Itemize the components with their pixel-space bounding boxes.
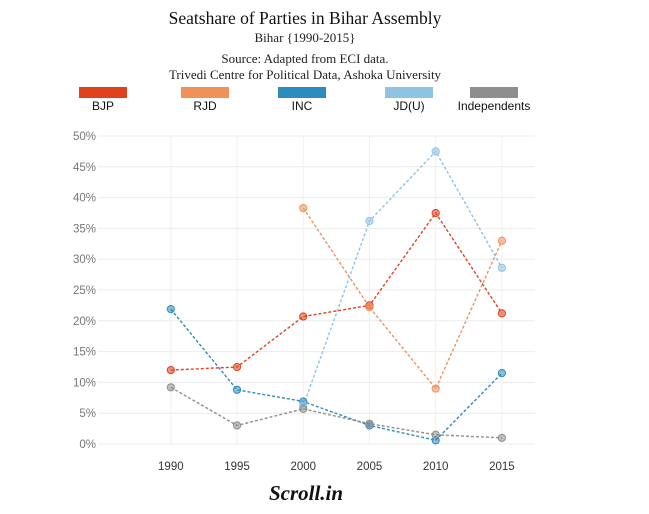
data-point	[166, 383, 175, 392]
data-point	[299, 312, 308, 321]
y-tick-label: 0%	[79, 439, 96, 451]
series-line	[170, 211, 503, 371]
x-tick-label: 2005	[357, 461, 383, 473]
data-point	[497, 433, 506, 442]
data-point	[365, 419, 374, 428]
chart-title: Seatshare of Parties in Bihar Assembly	[169, 8, 442, 28]
y-tick-label: 10%	[73, 377, 96, 389]
legend-swatch	[181, 87, 229, 98]
series-line	[302, 150, 503, 407]
x-tick-label: 2010	[423, 461, 449, 473]
legend-swatch	[79, 87, 127, 98]
data-point	[497, 263, 506, 272]
series-line	[302, 207, 503, 390]
data-point	[166, 365, 175, 375]
data-point	[431, 430, 440, 439]
series-points	[166, 147, 506, 445]
source-line-2: Trivedi Centre for Political Data, Ashok…	[169, 67, 442, 82]
y-tick-label: 5%	[79, 408, 96, 420]
legend-label: INC	[292, 99, 313, 113]
y-tick-label: 15%	[73, 347, 96, 359]
data-point	[497, 369, 506, 378]
data-point	[232, 362, 242, 372]
y-tick-label: 35%	[73, 223, 96, 235]
data-point	[497, 309, 506, 318]
grid-lines	[98, 135, 535, 445]
data-point	[166, 304, 175, 314]
source-line-1: Source: Adapted from ECI data.	[221, 51, 388, 66]
y-tick-label: 25%	[73, 285, 96, 297]
x-tick-label: 2015	[489, 461, 515, 473]
legend-label: Independents	[458, 99, 531, 113]
data-point	[232, 421, 242, 430]
legend-label: BJP	[92, 99, 114, 113]
data-point	[299, 404, 308, 413]
legend-swatch	[385, 87, 433, 98]
legend-label: RJD	[193, 99, 217, 113]
data-point	[431, 384, 440, 393]
legend-label: JD(U)	[393, 99, 424, 113]
data-point	[431, 147, 440, 156]
y-tick-label: 50%	[73, 131, 96, 143]
series-line	[170, 386, 502, 439]
x-tick-label: 2000	[290, 461, 316, 473]
x-axis-ticks: 1990 1995 2000 2005 2010 2015	[158, 461, 515, 473]
legend-swatch	[470, 87, 518, 98]
legend: BJP RJD INC JD(U) Independents	[79, 87, 530, 113]
data-point	[232, 385, 242, 394]
series-line	[170, 308, 503, 442]
series-lines	[170, 150, 503, 442]
legend-swatch	[278, 87, 326, 98]
x-tick-label: 1995	[224, 461, 250, 473]
data-point	[365, 216, 374, 226]
chart-subtitle: Bihar {1990-2015}	[255, 30, 356, 45]
scroll-logo: Scroll.in	[269, 481, 343, 505]
y-tick-label: 45%	[73, 162, 96, 174]
data-point	[431, 208, 440, 218]
y-tick-label: 40%	[73, 193, 96, 205]
data-point	[365, 303, 374, 312]
y-axis-ticks: 0% 5% 10% 15% 20% 25% 30% 35% 40% 45% 50%	[73, 131, 96, 451]
data-point	[497, 236, 506, 245]
y-tick-label: 30%	[73, 254, 96, 266]
data-point	[299, 203, 308, 213]
x-tick-label: 1990	[158, 461, 184, 473]
y-tick-label: 20%	[73, 316, 96, 328]
